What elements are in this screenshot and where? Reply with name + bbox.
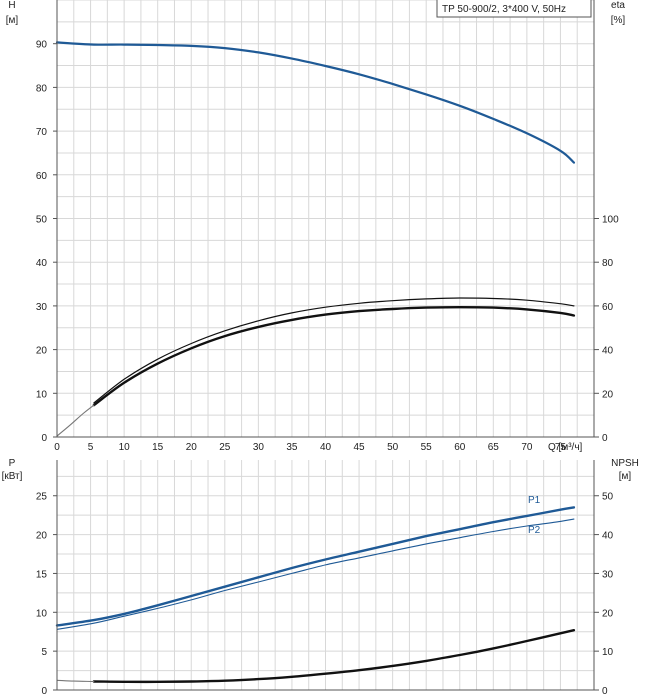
- bottom-y-right-label-line1: NPSH: [611, 458, 639, 469]
- x-axis-label: Q [м³/ч]: [548, 442, 583, 453]
- top-y-right-label-line2: [%]: [611, 15, 626, 26]
- series-line-p0-s0: [55, 41, 575, 164]
- x-tick-label: 70: [521, 442, 533, 453]
- y-right-tick-label-p1: 30: [602, 569, 614, 580]
- series-layer: [55, 41, 576, 684]
- y-left-tick-label-p0: 30: [36, 302, 48, 313]
- x-tick-label: 40: [320, 442, 332, 453]
- y-right-tick-label-p0: 20: [602, 389, 614, 400]
- top-y-left-label-line2: [м]: [6, 15, 19, 26]
- series-label-p1: P1: [528, 495, 541, 506]
- series-line-p1-s3: [56, 679, 95, 683]
- series-line-p1-p1: [55, 506, 576, 627]
- y-right-tick-label-p0: 80: [602, 258, 614, 269]
- grid-layer: [56, 0, 595, 691]
- y-left-tick-label-p1: 15: [36, 569, 48, 580]
- legend-box: [436, 0, 592, 18]
- y-right-tick-label-p0: 100: [602, 215, 619, 226]
- x-tick-label: 50: [387, 442, 399, 453]
- x-tick-label: 25: [219, 442, 231, 453]
- series-line-p0-s1: [93, 297, 575, 404]
- x-tick-label: 75: [555, 442, 567, 453]
- top-y-left-label-line1: H: [8, 0, 15, 11]
- series-line-p1-p2: [56, 518, 575, 630]
- x-tick-label: 45: [354, 442, 366, 453]
- x-tick-label: 20: [186, 442, 198, 453]
- y-left-tick-label-p1: 0: [41, 686, 47, 697]
- top-y-right-label-line1: eta: [611, 0, 625, 11]
- y-left-tick-label-p0: 90: [36, 40, 48, 51]
- y-left-tick-label-p1: 25: [36, 492, 48, 503]
- series-line-p1-s2: [92, 629, 576, 684]
- x-tick-label: 0: [54, 442, 60, 453]
- series-line-p0-s3: [56, 404, 95, 437]
- y-left-tick-label-p0: 20: [36, 346, 48, 357]
- y-left-tick-label-p0: 50: [36, 215, 48, 226]
- y-right-tick-label-p1: 20: [602, 608, 614, 619]
- y-left-tick-label-p0: 0: [41, 433, 47, 444]
- y-right-tick-label-p1: 50: [602, 492, 614, 503]
- x-tick-label: 55: [421, 442, 433, 453]
- y-left-tick-label-p0: 70: [36, 127, 48, 138]
- bottom-y-left-label-line1: P: [9, 458, 16, 469]
- x-tick-label: 10: [119, 442, 131, 453]
- legend-text: TP 50-900/2, 3*400 V, 50Hz: [442, 4, 566, 15]
- y-right-tick-label-p0: 40: [602, 346, 614, 357]
- y-left-tick-label-p1: 5: [41, 647, 47, 658]
- y-right-tick-label-p1: 40: [602, 531, 614, 542]
- x-tick-label: 5: [88, 442, 94, 453]
- y-left-tick-label-p1: 20: [36, 531, 48, 542]
- y-right-tick-label-p0: 0: [602, 433, 608, 444]
- y-right-tick-label-p1: 10: [602, 647, 614, 658]
- y-left-tick-label-p0: 80: [36, 83, 48, 94]
- bottom-y-right-label-line2: [м]: [619, 471, 632, 482]
- x-tick-label: 35: [286, 442, 298, 453]
- bottom-y-left-label-line2: [кВт]: [2, 471, 23, 482]
- y-right-tick-label-p0: 60: [602, 302, 614, 313]
- y-left-tick-label-p0: 40: [36, 258, 48, 269]
- label-layer: H [м] eta [%] TP 50-900/2, 3*400 V, 50Hz…: [2, 0, 639, 536]
- y-right-tick-label-p1: 0: [602, 686, 608, 697]
- series-label-p2: P2: [528, 525, 541, 536]
- x-tick-label: 15: [152, 442, 164, 453]
- y-left-tick-label-p0: 60: [36, 171, 48, 182]
- y-left-tick-label-p1: 10: [36, 608, 48, 619]
- x-tick-label: 65: [488, 442, 500, 453]
- x-tick-label: 60: [454, 442, 466, 453]
- y-left-tick-label-p0: 10: [36, 389, 48, 400]
- series-line-p0-s2: [92, 306, 576, 407]
- x-tick-label: 30: [253, 442, 265, 453]
